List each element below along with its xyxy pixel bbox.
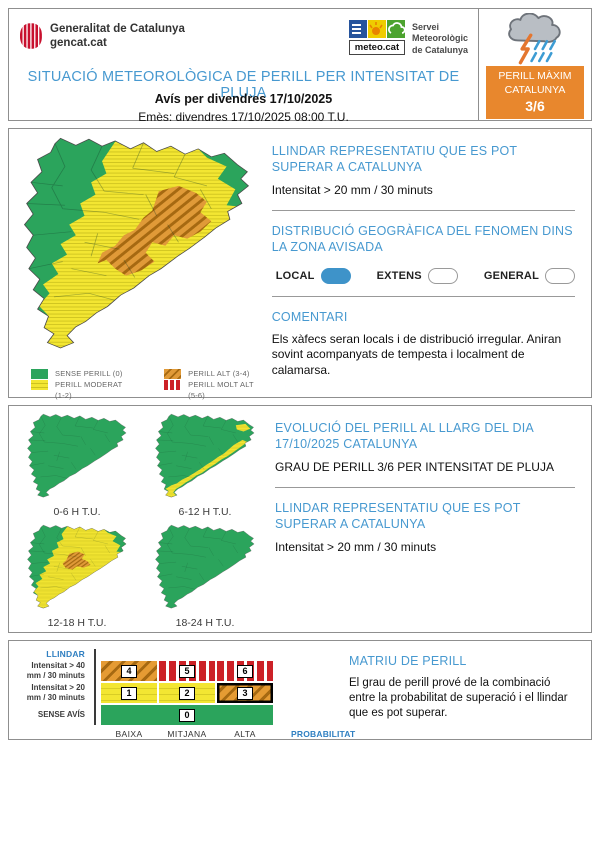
matrix-row-label: Intensitat > 20 mm / 30 minuts	[26, 683, 85, 702]
meteocat-sun-icon	[367, 20, 386, 38]
bulletin-subtitle: Avís per divendres 17/10/2025	[154, 92, 333, 106]
gencat-logo: Generalitat de Catalunya gencat.cat	[19, 22, 185, 51]
matrix-cell-2: 2	[159, 683, 215, 703]
matrix-col-label: MITJANA	[167, 729, 207, 739]
toggle-pill[interactable]	[320, 267, 351, 284]
matrix-cell-4: 4	[101, 661, 157, 681]
toggle-label: EXTENS	[376, 269, 422, 282]
legend-label: PERILL MOLT ALT (5-6)	[188, 380, 254, 400]
legend-swatch-red	[164, 380, 182, 390]
danger-matrix: LLINDAR Intensitat > 40 mm / 30 minuts 4 5 6 I…	[17, 649, 355, 739]
legend-swatch-orange	[164, 369, 182, 379]
matrix-cell-value: 1	[121, 686, 137, 700]
minimap-12-18: 12-18 H T.U.	[17, 523, 137, 632]
threshold-value: Intensitat > 20 mm / 30 minuts	[271, 182, 433, 197]
minimap-label: 18-24 H T.U.	[175, 617, 235, 629]
matrix-cell-value: 3	[237, 686, 253, 700]
matrix-cell-6: 6	[217, 661, 273, 681]
legend-swatch-yellow	[31, 380, 48, 390]
bulletin-title: SITUACIÓ METEOROLÒGICA DE PERILL PER INT…	[27, 69, 460, 101]
matrix-cell-value: 4	[121, 664, 137, 678]
legend-group: SENSE PERILL (0) PERILL MODERAT (1-2)	[31, 368, 130, 401]
legend-label: PERILL ALT (3-4)	[188, 369, 250, 378]
max-danger-badge: PERILL MÀXIM CATALUNYA 3/6	[486, 66, 584, 119]
matrix-cell-value: 2	[179, 686, 195, 700]
matrix-axis	[94, 649, 96, 725]
minimap-0-6: 0-6 H T.U.	[17, 412, 137, 521]
legend-label: PERILL MODERAT (1-2)	[55, 380, 123, 400]
meteocat-wordmark: meteo.cat	[348, 40, 405, 55]
panel-matrix: LLINDAR Intensitat > 40 mm / 30 minuts 4 5 6 I…	[8, 640, 592, 740]
header: Generalitat de Catalunya gencat.cat mete…	[8, 8, 592, 124]
meteocat-service-name: Servei Meteorològic de Catalunya	[411, 22, 468, 55]
max-danger-value: 3/6	[525, 98, 545, 115]
matrix-text: El grau de perill prové de la combinació…	[349, 677, 568, 720]
distribution-option-extens[interactable]: EXTENS	[376, 267, 458, 284]
bulletin-issued: Emès: divendres 17/10/2025 08:00 T.U.	[138, 110, 349, 124]
toggle-label: GENERAL	[483, 269, 539, 282]
distribution-toggles: LOCAL EXTENS GENERAL	[275, 267, 575, 284]
legend-swatch-green	[31, 369, 48, 379]
evolution-title: EVOLUCIÓ DEL PERILL AL LLARG DEL DIA 17/…	[275, 421, 534, 452]
matrix-cell-0: 0	[101, 705, 273, 725]
storm-cloud-icon	[508, 13, 561, 65]
comment-text: Els xàfecs seran locals i de distribució…	[271, 331, 562, 378]
meteocat-cloud-icon	[386, 20, 405, 38]
legend-label: SENSE PERILL (0)	[55, 369, 123, 378]
minimap-label: 0-6 H T.U.	[53, 506, 101, 518]
distribution-title: DISTRIBUCIÓ GEOGRÀFICA DEL FENOMEN DINS …	[271, 224, 573, 255]
evolution-threshold-value: Intensitat > 20 mm / 30 minuts	[275, 539, 437, 554]
matrix-title: MATRIU DE PERILL	[349, 654, 467, 668]
matrix-y-axis-label: LLINDAR	[46, 649, 85, 659]
comment-title: COMENTARI	[271, 309, 348, 324]
toggle-pill[interactable]	[427, 267, 458, 284]
minimap-label: 12-18 H T.U.	[47, 617, 107, 629]
distribution-option-general[interactable]: GENERAL	[483, 267, 575, 284]
matrix-row-label: Intensitat > 40 mm / 30 minuts	[26, 661, 85, 680]
matrix-col-label: BAIXA	[115, 729, 143, 739]
bulletin-page: Generalitat de Catalunya gencat.cat mete…	[8, 8, 592, 747]
catalunya-warning-map	[19, 133, 262, 360]
map-legend: SENSE PERILL (0) PERILL MODERAT (1-2) PERI…	[19, 368, 262, 401]
minimap-label: 6-12 H T.U.	[178, 506, 232, 518]
legend-group: PERILL ALT (3-4) PERILL MOLT ALT (5-6)	[164, 368, 262, 401]
panel-warning-map: SENSE PERILL (0) PERILL MODERAT (1-2) PERI…	[8, 128, 592, 401]
threshold-title: LLINDAR REPRESENTATIU QUE ES POT SUPERAR…	[271, 144, 518, 175]
matrix-row-label: SENSE AVÍS	[37, 710, 85, 720]
matrix-cell-value: 5	[179, 664, 195, 678]
toggle-pill[interactable]	[545, 267, 575, 284]
meteocat-logo: meteo.cat Servei Meteorològic de Catalunya	[348, 20, 468, 56]
matrix-cell-5: 5	[159, 661, 215, 681]
matrix-x-axis-label: PROBABILITAT	[291, 729, 356, 739]
toggle-label: LOCAL	[275, 269, 315, 282]
distribution-option-local[interactable]: LOCAL	[275, 267, 351, 284]
senyera-seal-icon	[19, 23, 43, 50]
meteocat-menu-icon	[348, 20, 367, 38]
matrix-cell-3: 3	[217, 683, 273, 703]
gencat-url: gencat.cat	[50, 37, 107, 50]
gencat-name: Generalitat de Catalunya	[50, 23, 185, 35]
matrix-cell-1: 1	[101, 683, 157, 703]
matrix-cell-value: 0	[179, 708, 195, 722]
evolution-threshold-title: LLINDAR REPRESENTATIU QUE ES POT SUPERAR…	[275, 501, 521, 532]
evolution-grade: GRAU DE PERILL 3/6 PER INTENSITAT DE PLU…	[275, 459, 554, 474]
matrix-cell-value: 6	[237, 664, 253, 678]
minimap-18-24: 18-24 H T.U.	[145, 523, 265, 632]
evolution-minimaps: 0-6 H T.U. 6-12 H T.U. 12-18 H T.U. 18-2…	[9, 406, 265, 632]
matrix-col-label: ALTA	[234, 729, 256, 739]
panel-evolution: 0-6 H T.U. 6-12 H T.U. 12-18 H T.U. 18-2…	[8, 405, 592, 633]
minimap-6-12: 6-12 H T.U.	[145, 412, 265, 521]
max-danger-line1: PERILL MÀXIM	[498, 70, 572, 83]
max-danger-line2: CATALUNYA	[504, 83, 566, 96]
